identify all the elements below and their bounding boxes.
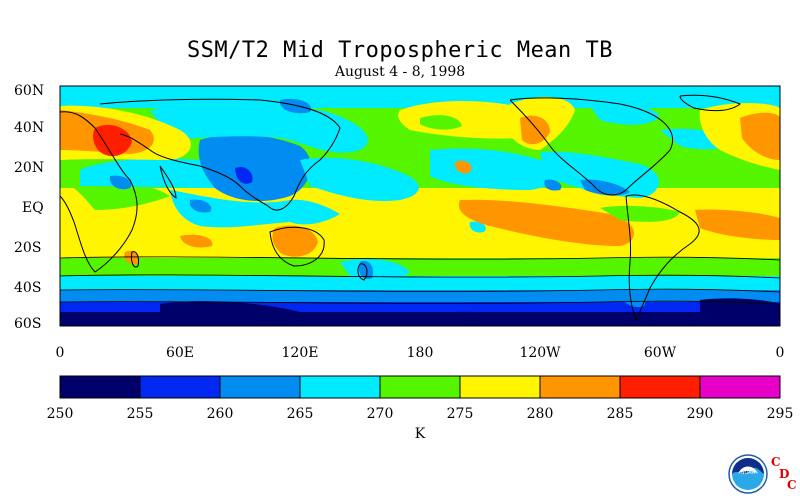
band-south-cyan xyxy=(60,276,780,290)
y-tick-label: EQ xyxy=(22,200,44,216)
coast-greenland xyxy=(679,94,741,112)
colorbar-swatch xyxy=(379,375,461,399)
cdc-letter: D xyxy=(779,467,790,481)
region-pacific-navy xyxy=(420,311,560,326)
region-amazon-green xyxy=(600,205,680,222)
colorbar-tick-label: 265 xyxy=(287,406,314,422)
x-tick-label: 120E xyxy=(282,345,319,361)
x-axis: 0 60E 120E 180 120W 60W 0 xyxy=(56,345,785,361)
region-south-america-blue xyxy=(620,289,646,308)
contour-lines xyxy=(60,256,780,305)
colorbar-swatch xyxy=(699,375,781,399)
region-indian-ocean-cyan xyxy=(170,190,340,228)
x-tick-label: 0 xyxy=(776,345,785,361)
colorbar-tick-label: 260 xyxy=(207,406,234,422)
contour-275-south xyxy=(60,256,780,261)
coast-new-zealand xyxy=(357,263,368,281)
colorbar-tick-label: 270 xyxy=(367,406,394,422)
band-south-blue xyxy=(60,302,780,312)
y-tick-label: 20N xyxy=(14,160,44,176)
y-axis: 60N 40N 20N EQ 20S 40S 60S xyxy=(14,83,44,332)
colorbar-tick-label: 285 xyxy=(607,406,634,422)
colorbar-tick-label: 295 xyxy=(767,406,794,422)
y-tick-label: 60S xyxy=(14,316,41,332)
region-north-asia-cyan xyxy=(150,102,368,153)
cdc-letter: C xyxy=(787,478,797,492)
region-indian-blue xyxy=(189,199,212,213)
region-indian-navy xyxy=(160,301,300,326)
chart-subtitle: August 4 - 8, 1998 xyxy=(334,64,466,80)
x-tick-label: 60W xyxy=(644,345,677,361)
region-pacific-cyan-spot xyxy=(469,221,486,233)
chart-title: SSM/T2 Mid Tropospheric Mean TB xyxy=(186,38,614,63)
coast-north-america xyxy=(509,97,673,196)
coastlines xyxy=(60,94,741,322)
colorbar: 250 255 260 265 270 275 280 285 290 295 xyxy=(47,375,794,422)
colorbar-tick-label: 250 xyxy=(47,406,74,422)
region-mexico-blue xyxy=(580,179,630,196)
colorbar-tick-label: 280 xyxy=(527,406,554,422)
colorbar-swatch xyxy=(139,375,221,399)
region-sahara-red xyxy=(93,124,132,157)
region-south-atlantic-navy xyxy=(700,298,780,326)
coast-madagascar xyxy=(131,251,139,268)
colorbar-swatch xyxy=(539,375,621,399)
region-asia-darkblue xyxy=(235,166,253,184)
region-tasman-cyan xyxy=(340,259,410,281)
cdc-letter: C xyxy=(771,455,781,469)
region-central-pacific-cyan xyxy=(430,148,559,190)
region-south-atlantic-orange xyxy=(695,209,780,240)
colorbar-swatch xyxy=(619,375,701,399)
colorbar-swatch xyxy=(59,375,141,399)
region-siberia-blue xyxy=(279,98,311,114)
y-tick-label: 60N xyxy=(14,83,44,99)
region-north-america-cyan xyxy=(590,103,660,125)
region-pacific-blue-spot xyxy=(544,179,562,191)
x-tick-label: 180 xyxy=(407,345,434,361)
region-asia-blue xyxy=(198,134,311,202)
coast-australia xyxy=(269,226,325,267)
region-hawaii-orange xyxy=(454,160,472,174)
coast-india xyxy=(159,165,177,199)
region-north-pacific-green xyxy=(420,115,462,130)
coast-eurasia xyxy=(99,98,341,211)
contour-260-south xyxy=(60,300,780,305)
coast-south-america xyxy=(625,194,700,322)
map-frame xyxy=(59,85,781,327)
region-north-pacific-yellow xyxy=(398,100,539,139)
colorbar-swatch xyxy=(459,375,541,399)
logo-bird xyxy=(738,466,758,474)
x-tick-label: 60E xyxy=(166,345,194,361)
logo-sea xyxy=(732,467,764,490)
region-tasman-blue xyxy=(358,260,374,280)
noaa-logo: NOAA xyxy=(728,454,768,494)
region-australia-orange xyxy=(272,225,318,257)
region-pacific-orange xyxy=(520,115,550,145)
contour-270-south xyxy=(60,274,780,279)
band-south-green xyxy=(60,258,780,276)
y-tick-label: 20S xyxy=(14,240,41,256)
colorbar-tick-label: 290 xyxy=(687,406,714,422)
temperature-field xyxy=(60,86,780,326)
x-tick-label: 0 xyxy=(56,345,65,361)
coast-africa xyxy=(60,111,138,273)
y-tick-label: 40S xyxy=(14,280,41,296)
colorbar-tick-label: 275 xyxy=(447,406,474,422)
colorbar-tick-label: 255 xyxy=(127,406,154,422)
region-europe-orange xyxy=(740,112,780,160)
colorbar-swatch xyxy=(219,375,301,399)
x-tick-label: 120W xyxy=(519,345,561,361)
y-tick-label: 40N xyxy=(14,120,44,136)
colorbar-swatch xyxy=(299,375,381,399)
region-indian-south-orange xyxy=(180,234,213,248)
colorbar-unit: K xyxy=(414,426,426,442)
region-arabia-blue xyxy=(109,175,132,190)
logo-text: NOAA xyxy=(741,470,756,476)
contour-265-south xyxy=(60,288,780,293)
band-south-lightblue xyxy=(60,290,780,302)
region-south-pacific-orange xyxy=(458,199,634,246)
region-west-pacific-cyan xyxy=(300,157,419,202)
